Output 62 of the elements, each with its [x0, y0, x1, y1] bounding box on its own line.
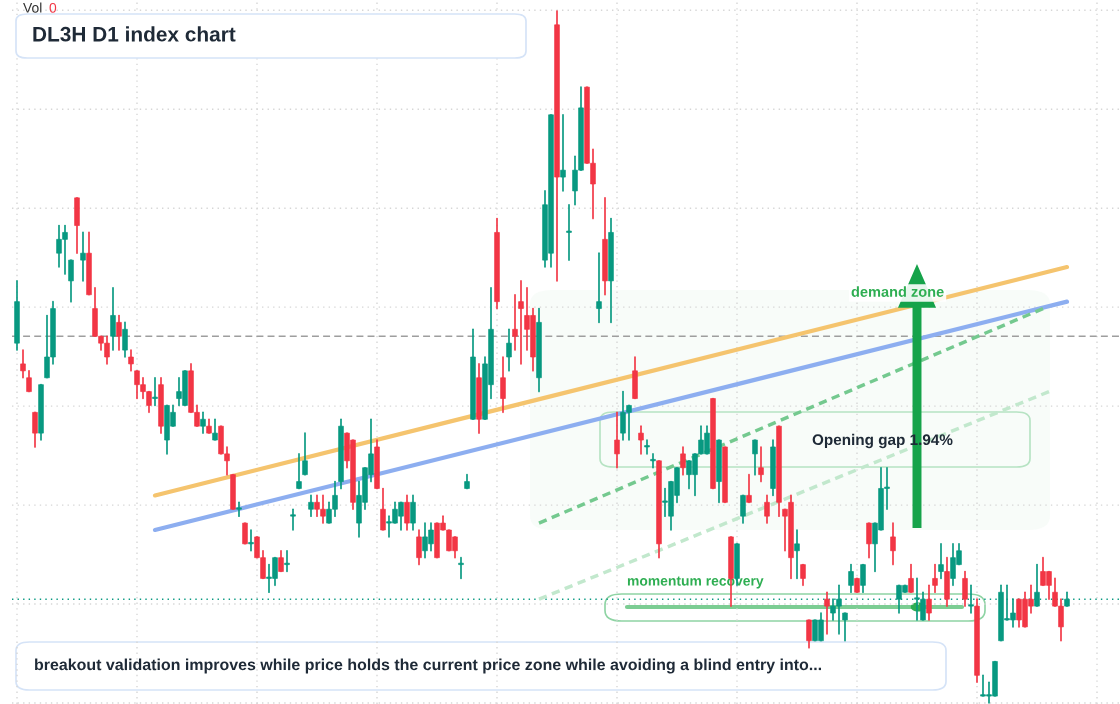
candlestick — [680, 446, 686, 476]
annotation: demand zone — [851, 286, 944, 297]
candlestick — [746, 473, 752, 504]
candlestick — [110, 286, 116, 351]
candlestick — [308, 494, 314, 517]
candlestick — [290, 508, 296, 531]
candlestick — [32, 411, 38, 448]
candlestick — [596, 252, 602, 324]
candlestick — [116, 314, 122, 351]
candlestick — [800, 563, 806, 587]
annotation: 0 — [49, 2, 57, 13]
candlestick — [518, 280, 524, 365]
candlestick — [416, 529, 422, 566]
candlestick — [740, 494, 746, 524]
candlestick — [842, 612, 848, 642]
candlestick — [212, 418, 218, 441]
candlestick — [866, 522, 872, 559]
candlestick — [758, 446, 764, 483]
candlestick — [296, 453, 302, 490]
candlestick — [380, 487, 386, 531]
candlestick — [278, 549, 284, 573]
candlestick — [512, 293, 518, 351]
candlestick — [638, 425, 644, 455]
candlestick — [248, 529, 254, 552]
candlestick — [926, 584, 932, 621]
candlestick — [152, 376, 158, 407]
candlestick — [200, 411, 206, 434]
annotation: breakout validation improves while price holds the current price zone while avoiding a blind entry into... — [35, 658, 822, 674]
candlestick — [650, 453, 656, 469]
candlestick — [614, 411, 620, 469]
annotation: Vol — [23, 2, 42, 13]
candlestick — [890, 522, 896, 566]
candlestick — [962, 570, 968, 607]
candlestick — [752, 439, 758, 476]
candlestick — [566, 203, 572, 261]
candlestick — [932, 563, 938, 594]
candlestick — [302, 432, 308, 476]
candlestick — [560, 113, 566, 192]
candlestick — [806, 619, 812, 649]
candlestick — [410, 494, 416, 531]
candlestick — [644, 439, 650, 455]
candlestick — [506, 328, 512, 372]
candlestick — [68, 259, 74, 303]
candlestick — [128, 349, 134, 372]
candlestick — [764, 494, 770, 524]
candlestick — [824, 591, 830, 635]
candlestick — [242, 522, 248, 545]
candlestick — [404, 494, 410, 531]
candlestick — [20, 349, 26, 379]
candlestick — [860, 563, 866, 594]
candlestick — [122, 321, 128, 358]
candlestick — [848, 563, 854, 594]
candlestick — [284, 549, 290, 573]
candlestick — [938, 543, 944, 580]
candlestick — [500, 356, 506, 414]
candlestick — [236, 501, 242, 517]
candlestick — [908, 563, 914, 594]
text: DL3H D1 index chart — [33, 26, 236, 42]
candlestick — [458, 556, 464, 580]
candlestick — [794, 529, 800, 580]
candlestick — [80, 231, 86, 282]
candlestick — [26, 370, 32, 393]
